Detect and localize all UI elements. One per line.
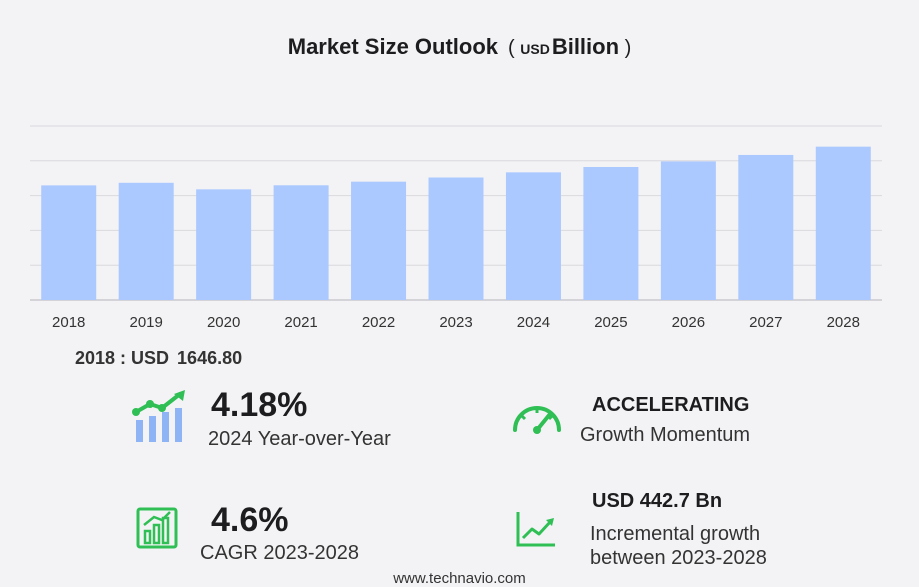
bar-2019 (118, 182, 174, 300)
momentum-label-wrap: Growth Momentum (580, 423, 750, 447)
incremental-label-wrap: Incremental growth between 2023-2028 (590, 522, 767, 570)
base-year-number: 1646.80 (177, 348, 243, 368)
yoy-stat: 4.18% (211, 388, 307, 422)
chart-unit: ( USDBillion ) (508, 34, 632, 59)
chart-title-text: Market Size Outlook (287, 34, 499, 59)
yoy-value: 4.18% (211, 386, 308, 424)
momentum-label: Growth Momentum (580, 424, 751, 446)
x-tick-2021: 2021 (284, 314, 317, 331)
momentum-stat: ACCELERATING (592, 393, 749, 417)
yoy-stat-label-wrap: 2024 Year-over-Year (208, 427, 391, 451)
speedometer-icon (513, 406, 561, 434)
unit-close-paren: ) (619, 37, 632, 59)
bar-2023 (428, 177, 484, 300)
bar-2026 (660, 161, 716, 300)
bar-2025 (583, 166, 639, 300)
unit-open-paren: ( (508, 37, 521, 59)
yoy-label: 2024 Year-over-Year (208, 428, 391, 450)
x-tick-2025: 2025 (594, 314, 627, 331)
momentum-head: ACCELERATING (592, 394, 750, 416)
x-tick-2020: 2020 (207, 314, 240, 331)
footer-url[interactable]: www.technavio.com (393, 570, 526, 587)
x-tick-2018: 2018 (52, 314, 85, 331)
cagr-label: CAGR 2023-2028 (200, 542, 359, 564)
base-year-value: 2018 : USD 1646.80 (75, 348, 242, 369)
chart-title: Market Size Outlook ( USDBillion ) (0, 34, 919, 60)
x-axis-ticks: 2018 2019 2020 2021 2022 2023 2024 2025 2026 2027… (52, 314, 860, 331)
bar-2022 (351, 181, 407, 300)
cagr-value: 4.6% (211, 501, 289, 539)
base-year-label: 2018 : USD (75, 348, 170, 368)
cagr-stat: 4.6% (211, 503, 289, 537)
x-tick-2024: 2024 (517, 314, 550, 331)
x-tick-2027: 2027 (749, 314, 782, 331)
bar-2027 (738, 154, 794, 300)
bar-2024 (505, 172, 561, 300)
bar-chart-icon (136, 507, 178, 549)
trend-line-icon (516, 512, 555, 547)
incremental-head: USD 442.7 Bn (592, 490, 723, 512)
x-tick-2022: 2022 (362, 314, 395, 331)
x-tick-2019: 2019 (129, 314, 162, 331)
cagr-label-wrap: CAGR 2023-2028 (200, 541, 359, 565)
x-tick-2028: 2028 (827, 314, 860, 331)
chart-bars (41, 146, 871, 300)
incremental-label-line2: between 2023-2028 (590, 547, 767, 569)
x-tick-2026: 2026 (672, 314, 705, 331)
unit-magnitude: Billion (551, 34, 620, 59)
bar-chart: 2018 2019 2020 2021 2022 2023 2024 2025 2026 2027… (30, 125, 882, 331)
bar-growth-icon (132, 390, 185, 442)
incremental-stat: USD 442.7 Bn (592, 489, 722, 513)
incremental-label-line1: Incremental growth (590, 523, 761, 545)
unit-currency: USD (520, 41, 550, 57)
bar-2021 (273, 185, 329, 300)
x-tick-2023: 2023 (439, 314, 472, 331)
bar-2018 (41, 185, 97, 300)
bar-2028 (815, 146, 871, 300)
bar-2020 (196, 189, 252, 300)
